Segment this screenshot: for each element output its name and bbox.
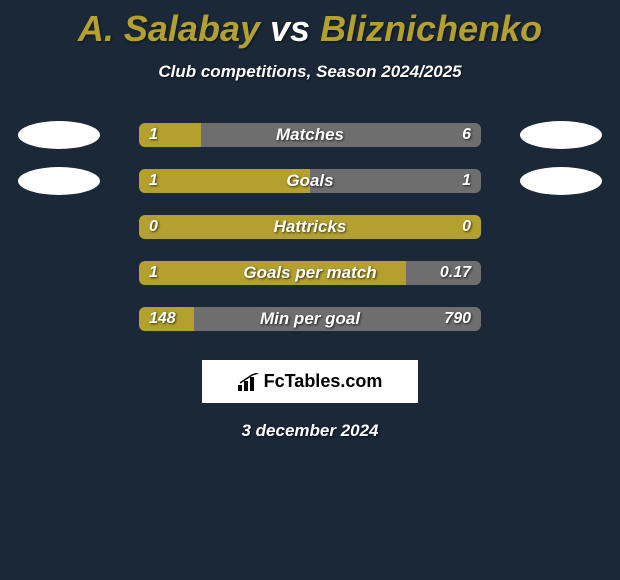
stat-value-right: 1	[462, 172, 471, 190]
stat-label: Hattricks	[274, 217, 347, 237]
stat-bar: 1 1 Goals	[139, 169, 481, 193]
stat-value-right: 0.17	[440, 264, 471, 282]
stats-container: 1 6 Matches 1 1 Goals 0 0 Hattricks 1 0.17 Goals pe…	[0, 112, 620, 342]
stat-row: 1 0.17 Goals per match	[0, 250, 620, 296]
logo: FcTables.com	[238, 371, 383, 392]
stat-label: Min per goal	[260, 309, 360, 329]
team-badge-right	[520, 167, 602, 195]
logo-box[interactable]: FcTables.com	[202, 360, 418, 403]
stat-value-left: 1	[149, 264, 158, 282]
stat-bar: 0 0 Hattricks	[139, 215, 481, 239]
stat-row: 148 790 Min per goal	[0, 296, 620, 342]
date: 3 december 2024	[0, 421, 620, 441]
stat-row: 1 6 Matches	[0, 112, 620, 158]
stat-label: Goals per match	[243, 263, 376, 283]
team-badge-left	[18, 121, 100, 149]
stat-label: Goals	[286, 171, 333, 191]
stat-bar: 1 0.17 Goals per match	[139, 261, 481, 285]
stat-value-left: 1	[149, 126, 158, 144]
title-vs: vs	[270, 8, 310, 49]
bar-left	[139, 169, 310, 193]
stat-value-left: 1	[149, 172, 158, 190]
subtitle: Club competitions, Season 2024/2025	[0, 62, 620, 82]
logo-text: FcTables.com	[264, 371, 383, 392]
stat-bar: 148 790 Min per goal	[139, 307, 481, 331]
team-badge-right	[520, 121, 602, 149]
chart-icon	[238, 373, 260, 391]
stat-row: 0 0 Hattricks	[0, 204, 620, 250]
stat-value-right: 0	[462, 218, 471, 236]
page-title: A. Salabay vs Bliznichenko	[0, 0, 620, 50]
team-badge-left	[18, 167, 100, 195]
title-player1: A. Salabay	[78, 8, 260, 49]
stat-value-left: 0	[149, 218, 158, 236]
stat-row: 1 1 Goals	[0, 158, 620, 204]
stat-value-right: 790	[444, 310, 471, 328]
stat-value-right: 6	[462, 126, 471, 144]
stat-bar: 1 6 Matches	[139, 123, 481, 147]
stat-label: Matches	[276, 125, 344, 145]
title-player2: Bliznichenko	[320, 8, 542, 49]
stat-value-left: 148	[149, 310, 176, 328]
bar-right	[310, 169, 481, 193]
